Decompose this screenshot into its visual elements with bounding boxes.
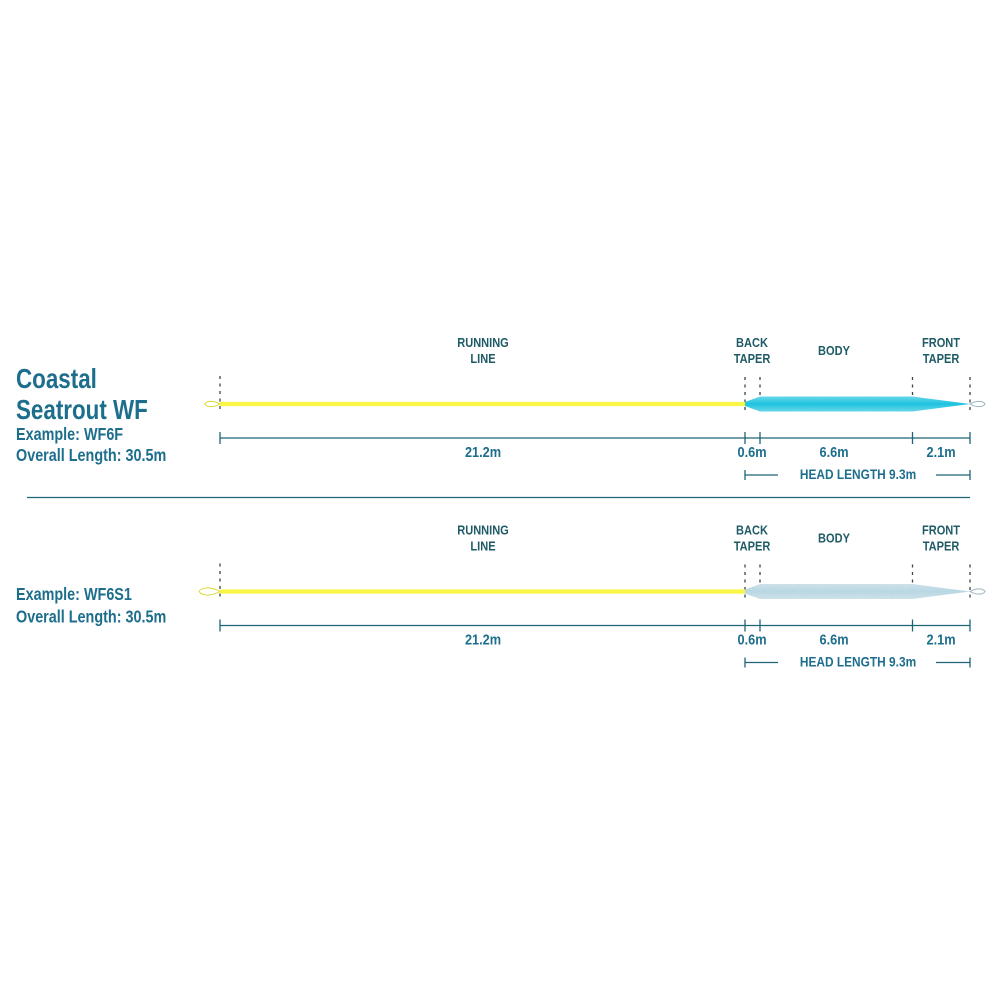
svg-text:TAPER: TAPER [734, 351, 771, 366]
svg-text:Coastal: Coastal [16, 364, 97, 395]
svg-text:HEAD LENGTH 9.3m: HEAD LENGTH 9.3m [800, 466, 916, 482]
svg-text:Seatrout WF: Seatrout WF [16, 395, 148, 426]
svg-text:TAPER: TAPER [734, 539, 771, 554]
svg-text:BODY: BODY [818, 531, 850, 546]
svg-text:RUNNING: RUNNING [457, 335, 508, 350]
svg-text:2.1m: 2.1m [926, 443, 955, 460]
svg-text:0.6m: 0.6m [737, 443, 766, 460]
svg-text:BODY: BODY [818, 343, 850, 358]
svg-text:TAPER: TAPER [923, 351, 960, 366]
svg-text:LINE: LINE [470, 539, 495, 554]
svg-text:21.2m: 21.2m [465, 443, 501, 460]
svg-text:2.1m: 2.1m [926, 630, 955, 647]
svg-text:Overall Length: 30.5m: Overall Length: 30.5m [16, 446, 166, 466]
svg-text:FRONT: FRONT [922, 335, 961, 350]
svg-text:6.6m: 6.6m [819, 630, 848, 647]
svg-text:TAPER: TAPER [923, 539, 960, 554]
svg-text:BACK: BACK [736, 335, 768, 350]
svg-text:0.6m: 0.6m [737, 630, 766, 647]
svg-text:BACK: BACK [736, 523, 768, 538]
svg-text:Example: WF6F: Example: WF6F [16, 425, 123, 445]
svg-text:HEAD LENGTH 9.3m: HEAD LENGTH 9.3m [800, 654, 916, 670]
svg-text:Example: WF6S1: Example: WF6S1 [16, 585, 132, 605]
svg-text:Overall Length: 30.5m: Overall Length: 30.5m [16, 607, 166, 627]
svg-text:RUNNING: RUNNING [457, 523, 508, 538]
svg-text:21.2m: 21.2m [465, 630, 501, 647]
svg-text:6.6m: 6.6m [819, 443, 848, 460]
svg-text:FRONT: FRONT [922, 523, 961, 538]
svg-text:LINE: LINE [470, 351, 495, 366]
